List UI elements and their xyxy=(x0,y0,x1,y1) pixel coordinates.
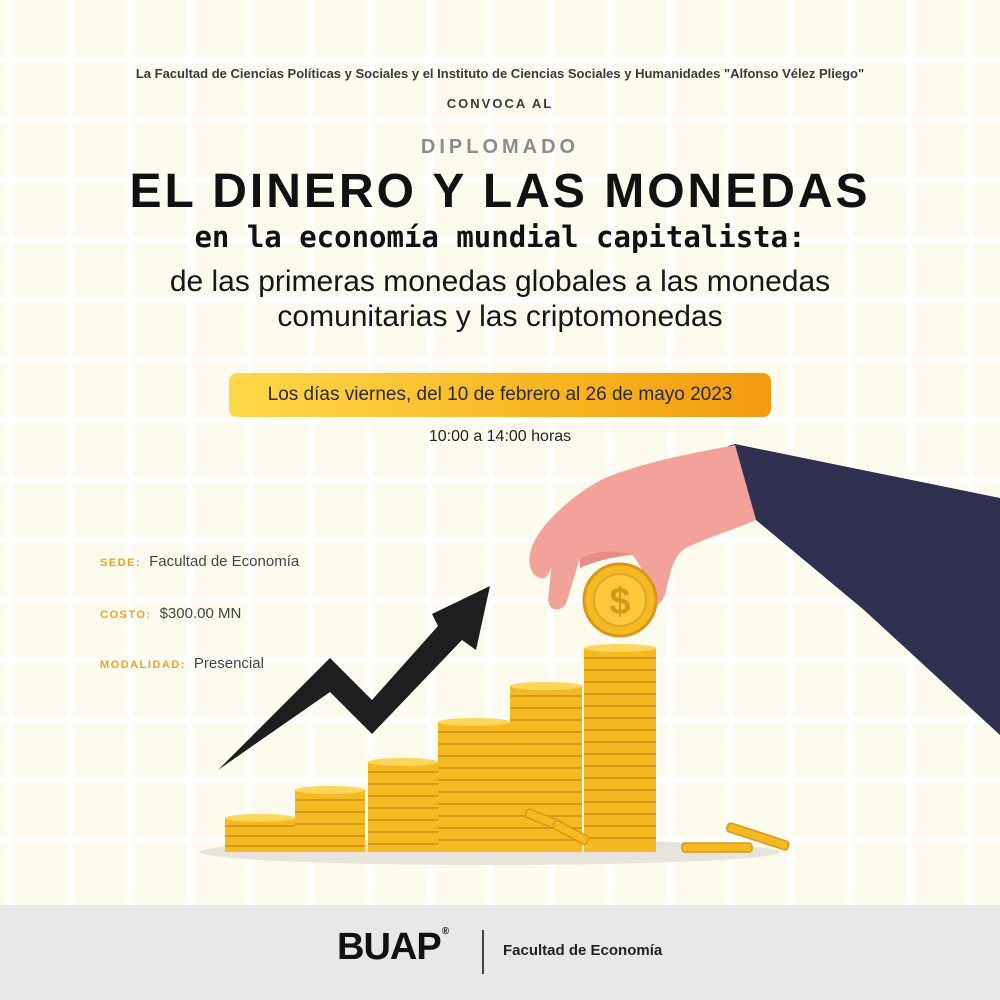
footer-faculty: Facultad de Economía xyxy=(503,942,663,959)
info-costo: COSTO: $300.00 MN xyxy=(100,605,241,622)
sleeve xyxy=(735,444,1000,735)
description-line: de las primeras monedas globales a las m… xyxy=(169,265,831,298)
info-modalidad-value: Presencial xyxy=(193,655,264,672)
footer-bar xyxy=(0,905,1000,1000)
trend-arrow-icon xyxy=(218,586,490,770)
poster-title: EL DINERO Y LAS MONEDAS xyxy=(129,165,871,218)
coin-stack-icon xyxy=(225,648,656,852)
convoca-text: CONVOCA AL xyxy=(446,96,554,111)
organizers-text: La Facultad de Ciencias Políticas y Soci… xyxy=(135,66,865,81)
info-sede-value: Facultad de Economía xyxy=(149,553,300,570)
diplomado-kicker: DIPLOMADO xyxy=(420,136,580,158)
info-costo-value: $300.00 MN xyxy=(159,605,242,622)
info-sede-label: SEDE: xyxy=(100,557,142,569)
money-growth-illustration: $ xyxy=(200,444,1000,865)
svg-text:$: $ xyxy=(609,581,630,623)
hand-icon xyxy=(529,445,756,610)
date-banner: Los días viernes, del 10 de febrero al 2… xyxy=(229,373,771,417)
info-costo-label: COSTO: xyxy=(100,609,152,621)
dollar-coin-icon: $ xyxy=(582,562,658,638)
poster-description: de las primeras monedas globales a las m… xyxy=(0,264,1000,335)
footer-divider xyxy=(482,930,484,974)
coin-stack-ridges xyxy=(225,657,656,847)
date-banner-text: Los días viernes, del 10 de febrero al 2… xyxy=(267,384,733,405)
info-modalidad: MODALIDAD: Presencial xyxy=(100,655,264,672)
registered-mark: ® xyxy=(441,926,449,937)
info-modalidad-label: MODALIDAD: xyxy=(100,659,186,671)
info-sede: SEDE: Facultad de Economía xyxy=(100,553,299,570)
description-line: comunitarias y las criptomonedas xyxy=(277,300,723,334)
schedule-time: 10:00 a 14:00 horas xyxy=(428,428,572,445)
poster-subtitle: en la economía mundial capitalista: xyxy=(194,220,806,254)
buap-logo-text: BUAP xyxy=(337,926,442,968)
buap-logo: BUAP® xyxy=(337,926,449,969)
scattered-coins xyxy=(524,808,790,853)
